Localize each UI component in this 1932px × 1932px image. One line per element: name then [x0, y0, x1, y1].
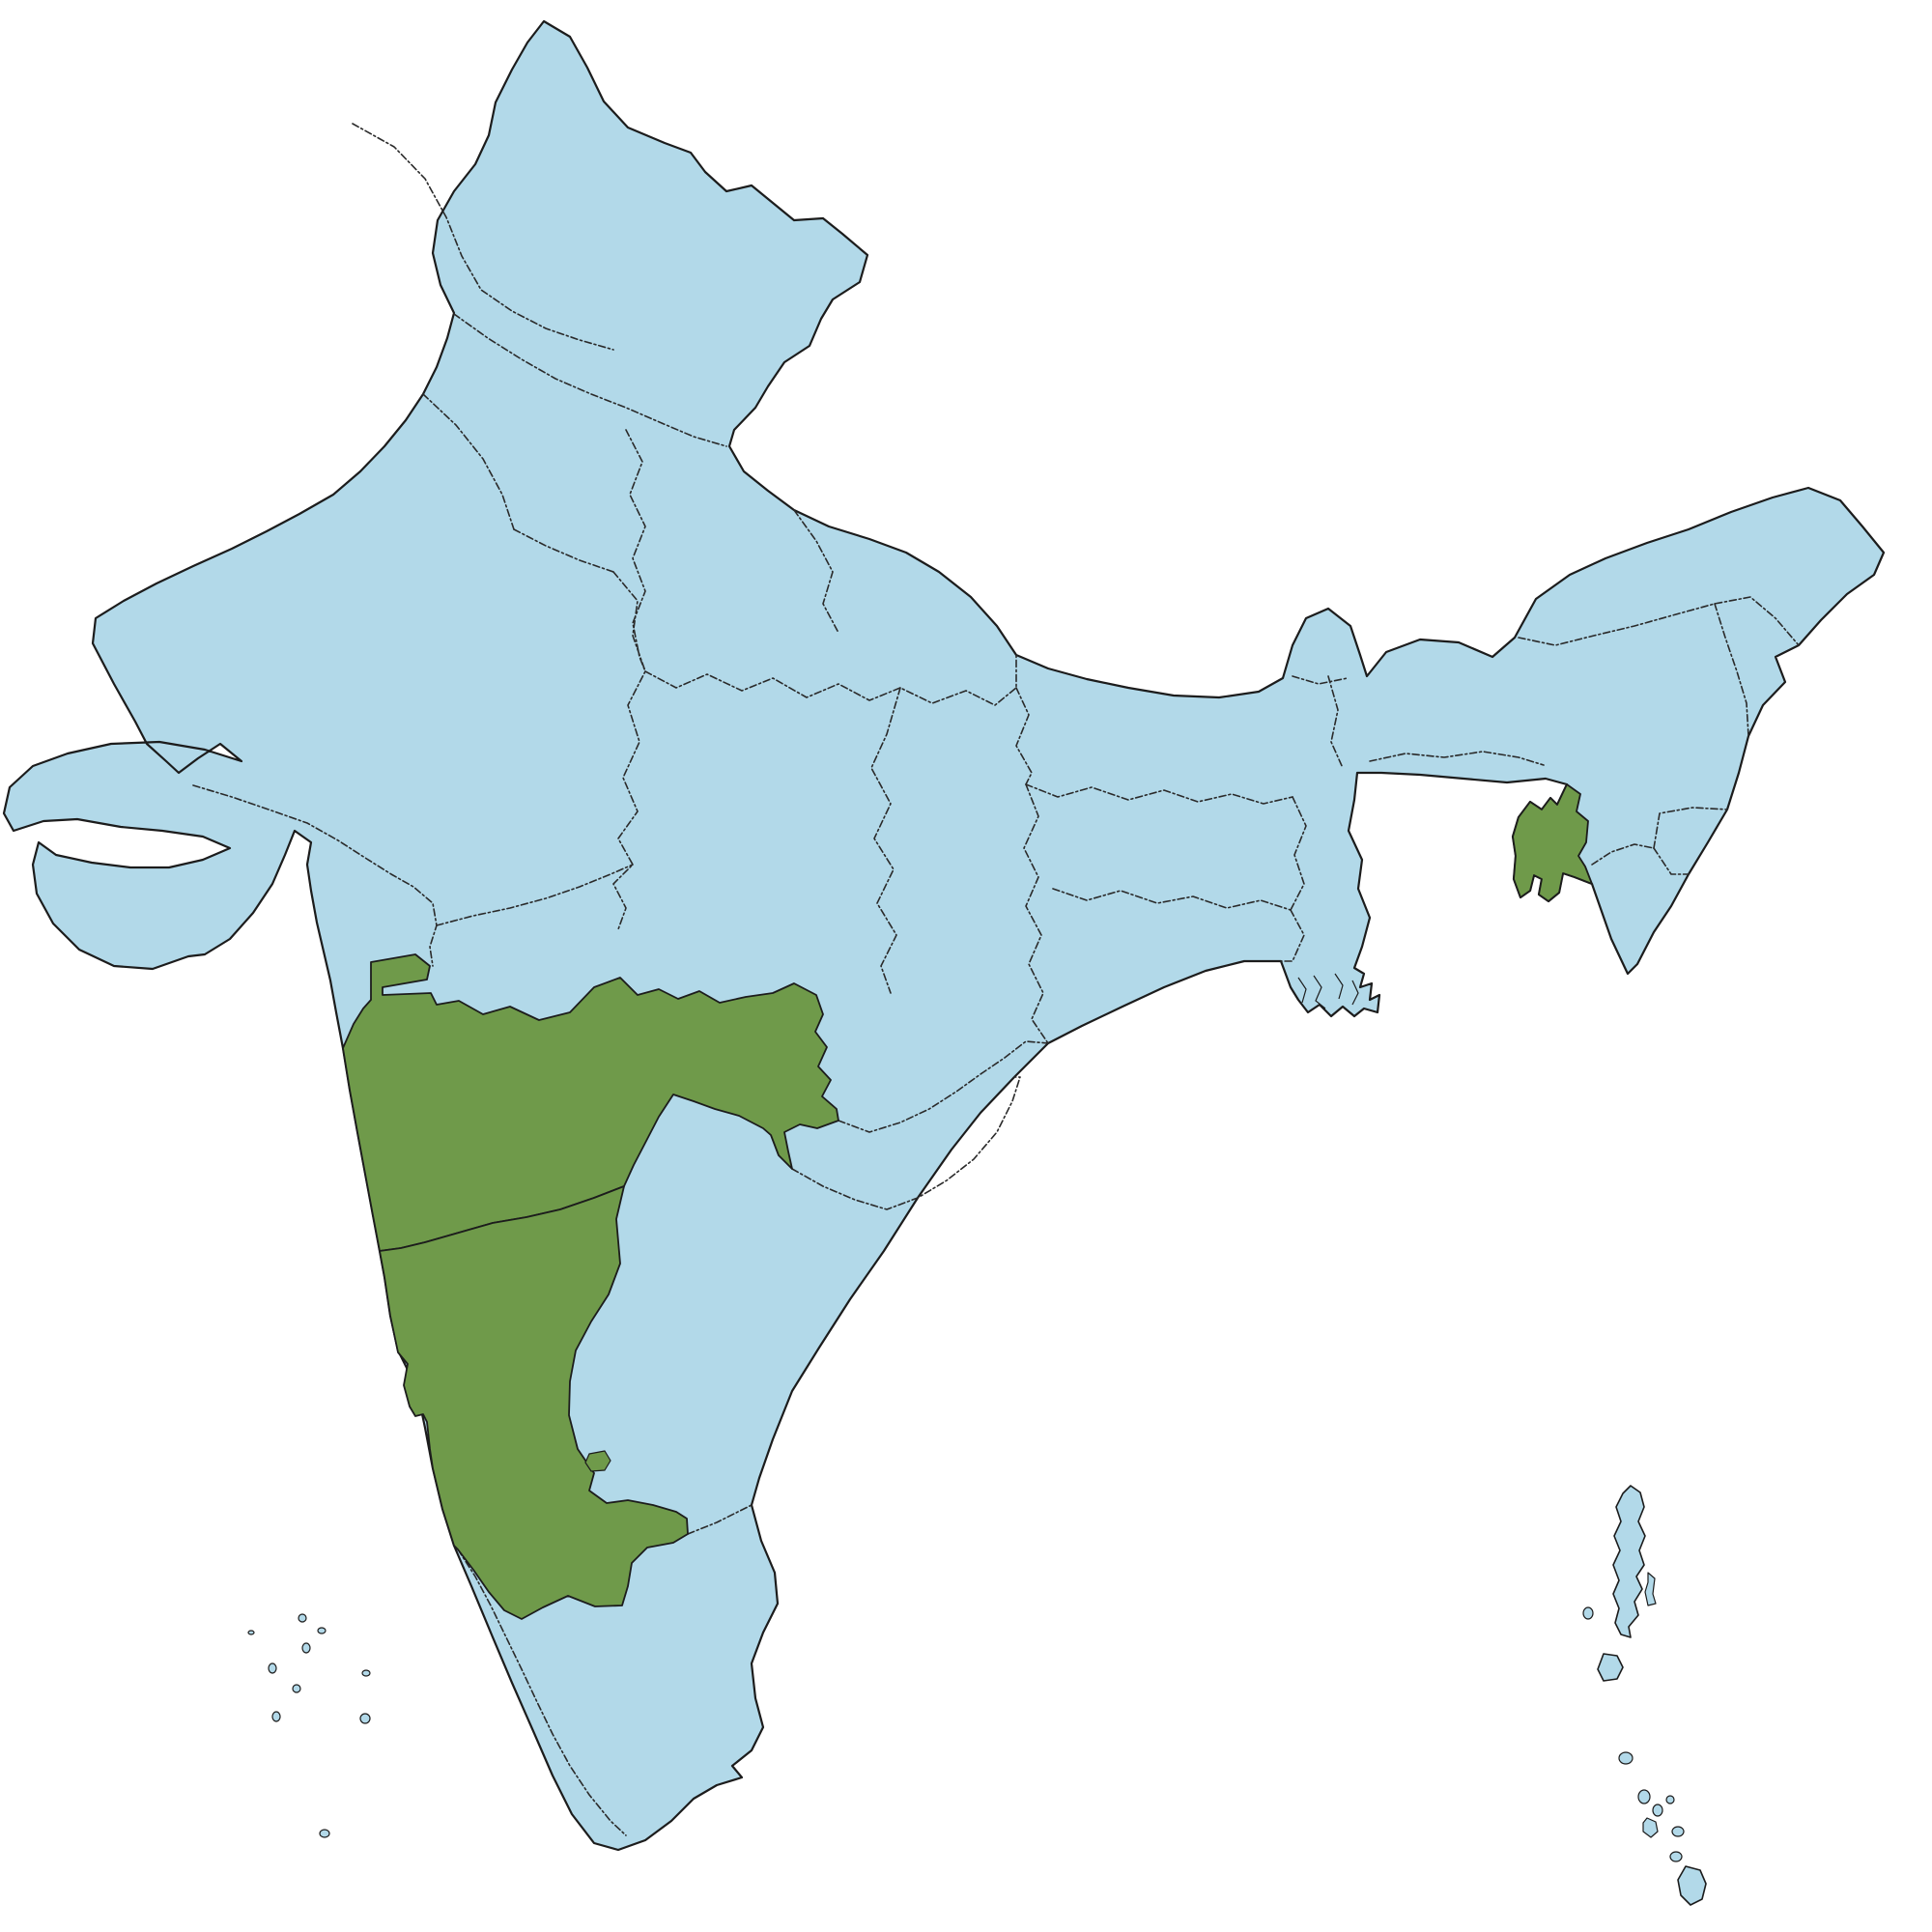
- region-karnataka-exclave: [584, 1450, 611, 1472]
- region-india-landmass: [2, 19, 1886, 1852]
- island-great-andaman: [1612, 1485, 1646, 1638]
- border-telangana-ap: [791, 1076, 1021, 1210]
- border-manipur-north: [1653, 807, 1728, 849]
- border-punjab-east: [422, 393, 515, 530]
- lakshadweep-islet-8: [359, 1713, 371, 1724]
- border-mp-chhattisgarh: [870, 687, 901, 994]
- lakshadweep-islet-10: [247, 1630, 255, 1635]
- internal-state-borders: [192, 123, 1800, 1836]
- border-assam-meghalaya: [1369, 751, 1545, 766]
- border-chhattisgarh-jharkhand-odisha: [1023, 783, 1049, 1044]
- island-car-nicobar: [1618, 1751, 1634, 1765]
- lakshadweep-islands-group: [247, 1613, 371, 1838]
- border-bihar-jharkhand: [1025, 783, 1293, 805]
- border-assam-arunachal: [1518, 596, 1800, 646]
- border-rajasthan-east: [612, 571, 646, 930]
- island-nicobar-4: [1671, 1826, 1685, 1837]
- island-nicobar-3: [1665, 1795, 1675, 1804]
- region-tripura: [1512, 783, 1593, 902]
- lakshadweep-islet-1: [298, 1613, 307, 1623]
- border-mp-up: [644, 654, 1017, 706]
- border-assam-nagaland: [1714, 603, 1749, 737]
- lakshadweep-islet-5: [361, 1669, 371, 1677]
- island-camorta: [1642, 1817, 1659, 1838]
- border-up-bihar: [1015, 687, 1033, 785]
- border-jharkhand-odisha: [1052, 888, 1292, 911]
- island-nicobar-2: [1652, 1804, 1663, 1817]
- border-manipur-south: [1653, 847, 1690, 875]
- border-jharkhand-wb: [1290, 796, 1307, 911]
- border-himachal-haryana-up: [625, 429, 646, 672]
- lakshadweep-islet-7: [271, 1711, 281, 1722]
- border-jk-ladakh: [352, 123, 614, 351]
- island-nicobar-1: [1637, 1789, 1651, 1804]
- region-karnataka: [379, 1185, 689, 1620]
- border-haryana-south: [513, 528, 614, 573]
- island-little-andaman: [1597, 1653, 1624, 1682]
- island-little-nicobar: [1669, 1851, 1683, 1862]
- border-jk-himachal: [453, 313, 727, 447]
- lakshadweep-islet-3: [301, 1642, 311, 1654]
- border-wb-assam-neck: [1327, 675, 1344, 769]
- lakshadweep-islet-6: [292, 1684, 301, 1693]
- border-rajasthan-mp: [436, 864, 634, 926]
- island-great-nicobar: [1677, 1865, 1707, 1906]
- lakshadweep-islet-4: [268, 1662, 277, 1674]
- border-kerala-tamilnadu: [457, 1548, 627, 1836]
- border-sikkim-wb: [1292, 675, 1349, 685]
- lakshadweep-islet-2: [317, 1627, 327, 1634]
- border-gujarat-rajasthan: [192, 784, 438, 967]
- island-west-islet: [1582, 1606, 1594, 1620]
- sundarbans-delta-detail: [1297, 973, 1359, 1009]
- border-uttarakhand-up: [793, 509, 839, 634]
- border-ap-tamilnadu: [687, 1504, 753, 1535]
- lakshadweep-islet-9: [319, 1829, 330, 1838]
- island-ritchie-archipelago: [1644, 1572, 1657, 1606]
- andaman-nicobar-islands-group: [1582, 1485, 1707, 1906]
- border-chhattisgarh-odisha-ap: [838, 1040, 1049, 1133]
- border-mizoram-assam: [1591, 843, 1655, 866]
- border-wb-odisha: [1280, 909, 1305, 962]
